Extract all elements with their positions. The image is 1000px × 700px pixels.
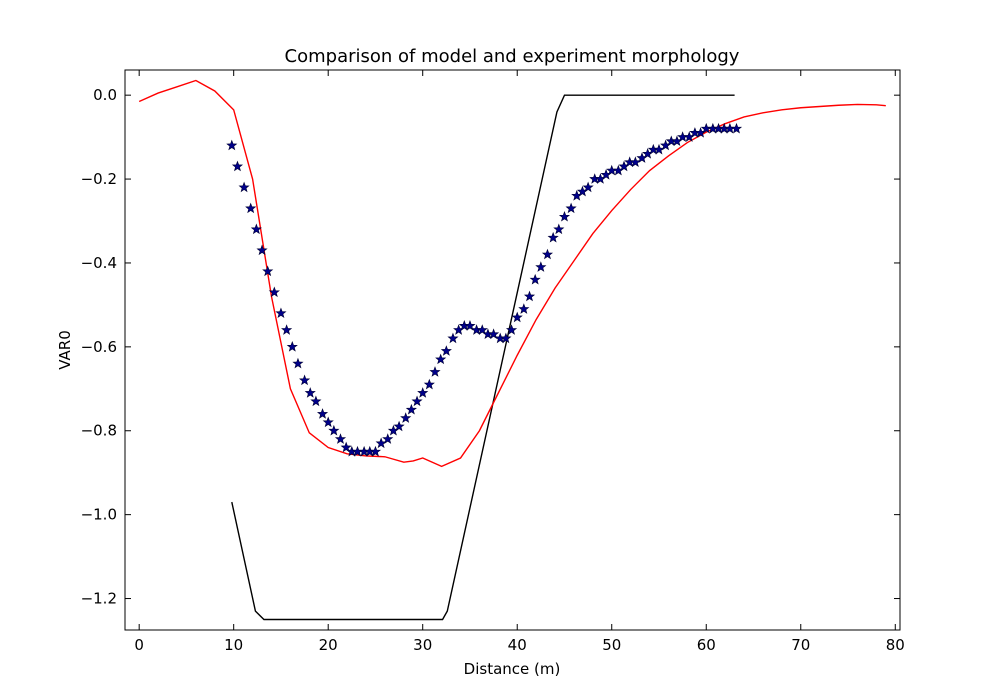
series-line-1	[138, 79, 886, 468]
star-marker	[523, 290, 536, 302]
y-tick-label: −0.8	[81, 422, 117, 440]
star-marker	[423, 378, 435, 390]
star-marker	[334, 433, 347, 444]
star-marker	[382, 433, 394, 444]
x-tick-label: 0	[134, 636, 144, 654]
x-tick-label: 80	[886, 636, 905, 654]
y-tick-label: −0.4	[81, 254, 117, 272]
star-marker	[500, 332, 512, 344]
star-marker	[476, 324, 488, 335]
x-tick-label: 40	[508, 636, 527, 654]
star-marker	[256, 244, 268, 256]
star-marker	[400, 412, 412, 423]
star-marker	[653, 143, 665, 155]
star-marker	[547, 231, 559, 243]
plot-frame	[124, 69, 901, 631]
series-line-0	[231, 94, 735, 621]
star-marker	[447, 332, 459, 344]
star-marker	[405, 403, 417, 415]
star-marker	[553, 223, 565, 235]
star-marker	[316, 408, 329, 419]
star-marker	[435, 353, 447, 365]
x-tick-label: 30	[413, 636, 432, 654]
star-marker	[535, 261, 547, 272]
star-marker	[275, 307, 287, 319]
star-marker	[231, 160, 244, 172]
star-marker	[464, 320, 476, 331]
star-marker	[417, 387, 429, 398]
star-marker	[518, 303, 530, 314]
x-tick-label: 70	[791, 636, 810, 654]
star-marker	[558, 210, 571, 222]
star-marker	[286, 340, 298, 352]
star-marker	[310, 395, 322, 407]
star-marker	[582, 181, 594, 193]
star-marker	[245, 202, 257, 214]
x-tick-label: 20	[319, 636, 338, 654]
star-marker	[340, 441, 352, 453]
star-marker	[304, 387, 316, 398]
star-marker	[375, 437, 387, 449]
star-marker	[529, 273, 541, 285]
star-marker	[565, 202, 577, 214]
star-marker	[262, 265, 274, 277]
plot-area	[138, 79, 886, 621]
star-marker	[393, 420, 405, 432]
axis-ticks: 0 10 20 30 40 50 60 70 80 0.0 −0.2 −0.4 −0.6 −0.8 −1.0…	[81, 70, 905, 654]
y-tick-label: 0.0	[93, 86, 117, 104]
star-marker	[226, 139, 238, 151]
star-marker	[730, 122, 743, 134]
y-axis-label: VAR0	[56, 330, 74, 370]
star-marker	[238, 181, 250, 193]
x-axis-label: Distance (m)	[464, 660, 561, 678]
star-marker	[505, 324, 518, 335]
star-marker	[328, 424, 340, 436]
star-marker	[299, 374, 311, 386]
y-tick-label: −0.2	[81, 170, 117, 188]
star-marker	[429, 366, 441, 377]
y-tick-label: −1.0	[81, 506, 117, 524]
chart-title: Comparison of model and experiment morph…	[285, 46, 740, 67]
star-marker	[411, 395, 423, 407]
y-tick-label: −0.6	[81, 338, 117, 356]
x-tick-label: 50	[602, 636, 621, 654]
x-tick-label: 10	[224, 636, 243, 654]
star-marker	[511, 311, 523, 323]
star-marker	[322, 416, 334, 428]
x-tick-label: 60	[697, 636, 716, 654]
star-marker	[369, 445, 382, 457]
star-marker	[440, 345, 452, 356]
star-marker	[541, 248, 554, 260]
star-marker	[281, 324, 293, 335]
y-tick-label: −1.2	[81, 590, 117, 608]
star-marker	[250, 223, 262, 235]
star-marker	[268, 286, 280, 298]
star-marker	[629, 156, 641, 168]
star-marker	[488, 328, 500, 340]
star-marker	[292, 357, 304, 369]
